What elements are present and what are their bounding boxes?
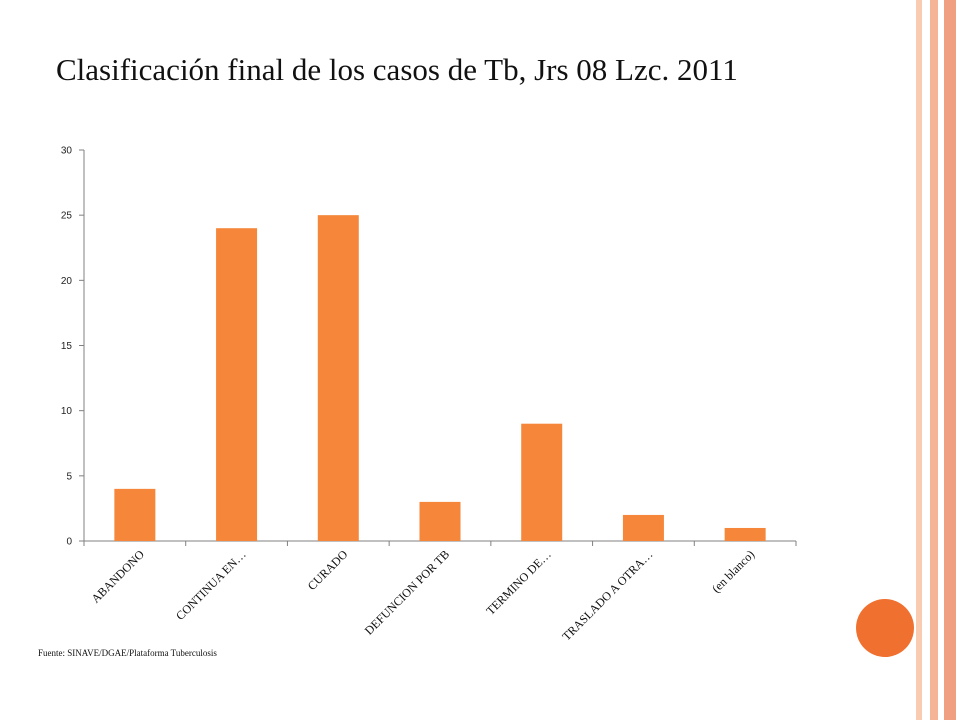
y-tick-label: 15	[61, 341, 73, 352]
y-tick-label: 5	[66, 471, 72, 482]
bar-2	[317, 215, 359, 541]
y-tick-label: 10	[61, 406, 73, 417]
bar-6	[724, 527, 766, 541]
bar-5	[622, 514, 664, 541]
decorative-side-stripes	[916, 0, 960, 720]
bar-1	[216, 228, 258, 541]
x-category-label: (en blanco)	[709, 547, 757, 595]
side-stripe	[930, 0, 938, 720]
y-tick-label: 20	[61, 276, 73, 287]
x-category-label: TERMINO DE…	[483, 547, 553, 617]
x-category-label: CURADO	[305, 547, 351, 593]
x-category-label: DEFUNCION POR TB	[362, 547, 452, 637]
bar-0	[114, 488, 156, 541]
source-note: Fuente: SINAVE/DGAE/Plataforma Tuberculo…	[38, 648, 217, 658]
bar-4	[521, 423, 563, 541]
slide-title: Clasificación final de los casos de Tb, …	[56, 52, 738, 87]
y-tick-label: 30	[61, 146, 73, 157]
y-tick-label: 0	[66, 537, 72, 548]
y-tick-label: 25	[61, 211, 73, 222]
x-category-label: ABANDONO	[89, 547, 148, 606]
x-category-label: CONTINUA EN…	[173, 547, 249, 623]
side-stripe	[944, 0, 956, 720]
bar-3	[419, 501, 461, 541]
decorative-circle	[856, 599, 914, 657]
side-stripe	[916, 0, 922, 720]
x-category-label: TRASLADO A OTRA…	[559, 547, 655, 643]
